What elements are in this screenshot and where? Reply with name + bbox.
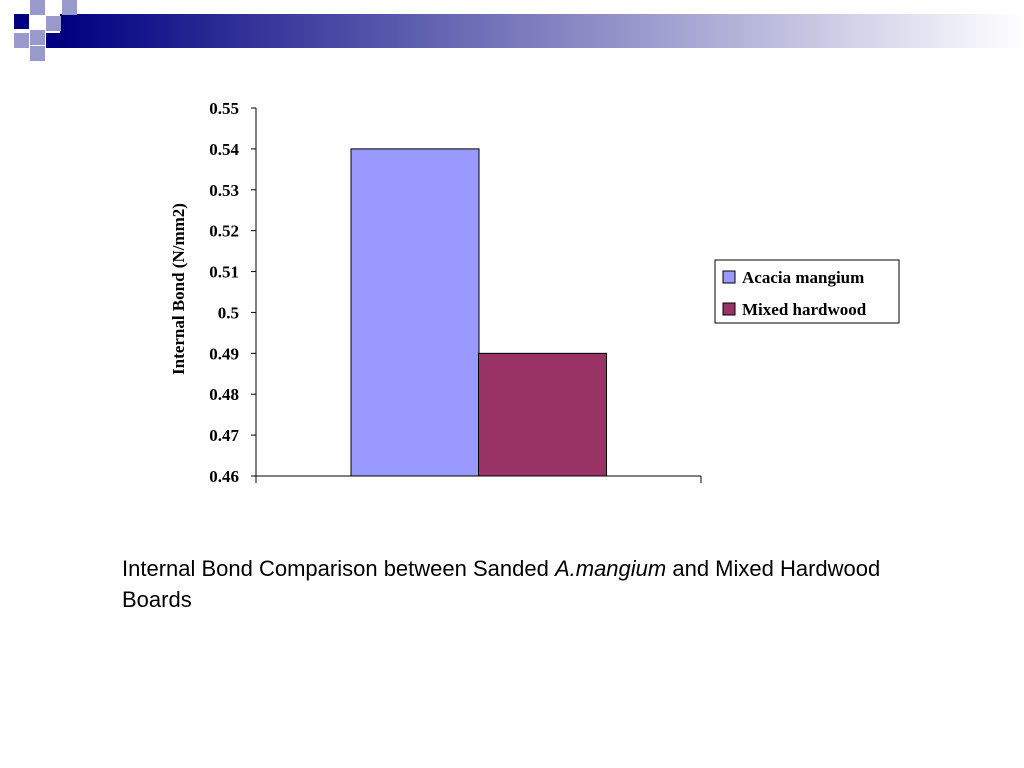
y-tick-label: 0.51: [209, 263, 239, 282]
bar-mixed-hardwood: [478, 352, 607, 477]
legend-swatch: [722, 302, 736, 316]
caption-text-2: and Mixed Hardwood Boards: [122, 556, 881, 612]
y-tick-label: 0.55: [209, 99, 239, 118]
y-axis-ticks: 0.55 0.54 0.53 0.52 0.51 0.5 0.49 0.48 0.47 0.46: [209, 99, 256, 486]
legend: Acacia mangium Mixed hardwood: [714, 259, 900, 324]
legend-box: [714, 259, 900, 324]
chart-caption: Internal Bond Comparison between Sanded …: [122, 553, 922, 615]
slide-header-decoration: [14, 0, 1024, 61]
y-tick-label: 0.53: [209, 181, 239, 200]
y-tick-label: 0.47: [209, 426, 239, 445]
y-tick-label: 0.5: [218, 303, 239, 322]
header-square-light-6: [30, 46, 45, 61]
caption-species-name: A.mangium: [554, 556, 667, 581]
header-square-light-5: [14, 33, 29, 48]
bars: [350, 148, 607, 477]
header-square-dark-2: [46, 33, 61, 48]
y-tick-label: 0.48: [209, 385, 239, 404]
y-tick-label: 0.49: [209, 344, 239, 363]
y-tick-label: 0.54: [209, 140, 239, 159]
header-square-light-4: [62, 0, 77, 15]
header-square-light-2: [30, 30, 45, 45]
header-square-dark-1: [14, 14, 29, 29]
legend-label: Acacia mangium: [742, 268, 864, 287]
legend-label: Mixed hardwood: [742, 300, 867, 319]
bar-acacia-mangium: [350, 148, 480, 477]
y-tick-label: 0.52: [209, 222, 239, 241]
header-square-light-1: [30, 0, 45, 15]
y-axis-label: Internal Bond (N/mm2): [169, 203, 188, 375]
header-square-light-3: [46, 16, 61, 31]
legend-swatch: [722, 270, 736, 284]
y-tick-label: 0.46: [209, 467, 239, 486]
caption-text-1: Internal Bond Comparison between Sanded: [122, 556, 555, 581]
header-gradient-band: [60, 14, 1024, 48]
